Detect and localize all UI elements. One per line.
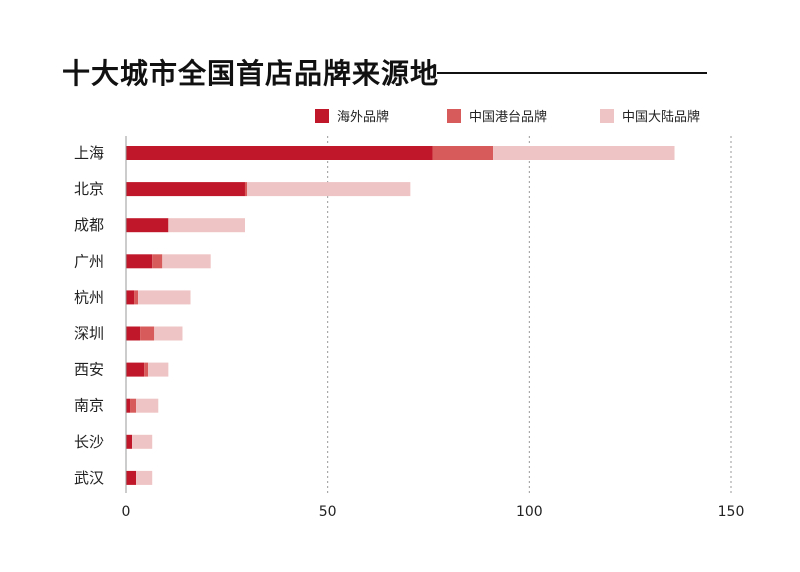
legend-item-mainland: 中国大陆品牌 bbox=[600, 106, 700, 125]
x-tick-label: 100 bbox=[516, 504, 543, 520]
bar-8-series-2 bbox=[132, 434, 153, 449]
legend-swatch-mainland bbox=[600, 108, 614, 123]
title-rule bbox=[437, 72, 707, 74]
bar-9-series-2 bbox=[136, 470, 153, 485]
category-label: 杭州 bbox=[74, 288, 104, 306]
bar-4-series-2 bbox=[138, 290, 191, 305]
x-tick-label: 0 bbox=[122, 504, 131, 520]
bar-6-series-1 bbox=[144, 362, 149, 377]
bar-3-series-0 bbox=[126, 254, 153, 269]
legend-item-hk-tw: 中国港台品牌 bbox=[447, 106, 547, 125]
bar-0-series-2 bbox=[493, 146, 675, 160]
category-label: 北京 bbox=[74, 180, 104, 198]
bar-2-series-0 bbox=[126, 218, 169, 233]
bar-4-series-0 bbox=[126, 290, 135, 305]
bar-0-series-1 bbox=[432, 146, 494, 160]
bar-6-series-2 bbox=[148, 362, 169, 377]
bar-0-series-0 bbox=[126, 146, 433, 160]
bar-9-series-0 bbox=[126, 470, 137, 485]
category-label: 武汉 bbox=[74, 469, 104, 487]
category-label: 上海 bbox=[74, 144, 104, 162]
category-label: 深圳 bbox=[74, 325, 104, 343]
bar-7-series-2 bbox=[136, 398, 159, 413]
bar-6-series-0 bbox=[126, 362, 145, 377]
legend: 海外品牌 中国港台品牌 中国大陆品牌 bbox=[0, 106, 800, 126]
legend-item-overseas: 海外品牌 bbox=[315, 106, 389, 125]
legend-label-hk-tw: 中国港台品牌 bbox=[469, 110, 548, 125]
category-label: 广州 bbox=[74, 252, 104, 270]
chart-title: 十大城市全国首店品牌来源地 bbox=[62, 57, 440, 90]
bar-1-series-2 bbox=[247, 182, 411, 197]
bar-7-series-1 bbox=[130, 398, 137, 413]
legend-label-mainland: 中国大陆品牌 bbox=[622, 110, 701, 125]
x-tick-label: 150 bbox=[718, 504, 745, 520]
category-label: 南京 bbox=[74, 397, 104, 415]
bar-8-series-0 bbox=[126, 434, 133, 449]
bar-3-series-1 bbox=[152, 254, 163, 269]
bar-7-series-0 bbox=[126, 398, 131, 413]
bar-2-series-2 bbox=[168, 218, 245, 233]
bar-3-series-2 bbox=[162, 254, 211, 269]
legend-swatch-hk-tw bbox=[447, 108, 461, 123]
category-label: 西安 bbox=[74, 361, 104, 379]
bar-5-series-2 bbox=[154, 326, 183, 341]
x-tick-label: 50 bbox=[319, 504, 337, 520]
legend-swatch-overseas bbox=[315, 108, 329, 123]
bar-5-series-1 bbox=[140, 326, 155, 341]
category-label: 成都 bbox=[74, 216, 104, 234]
legend-label-overseas: 海外品牌 bbox=[337, 110, 390, 125]
bar-1-series-1 bbox=[244, 182, 247, 197]
bar-5-series-0 bbox=[126, 326, 141, 341]
bar-1-series-0 bbox=[126, 182, 245, 197]
bar-4-series-1 bbox=[134, 290, 139, 305]
category-label: 长沙 bbox=[74, 433, 104, 451]
